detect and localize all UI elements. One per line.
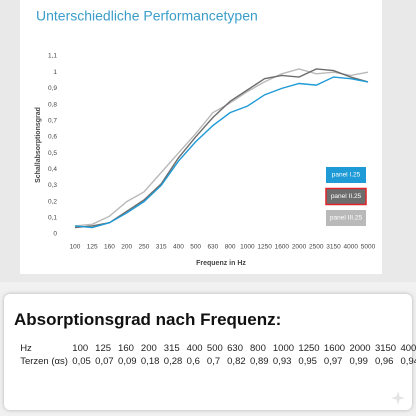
- x-tick-label: 160: [104, 244, 115, 251]
- table-cell: 0,6: [186, 356, 200, 367]
- table-cell: 1250: [298, 343, 320, 354]
- x-tick-label: 5000: [361, 244, 376, 251]
- series-line: [74, 68, 369, 229]
- x-tick-label: 2000: [292, 244, 307, 251]
- table-cell: 100: [72, 343, 89, 354]
- table-cell: 0,97: [323, 356, 343, 367]
- legend-label[interactable]: panel II.25: [331, 193, 362, 200]
- y-tick-label: 1,1: [48, 53, 57, 60]
- x-tick-label: 500: [190, 244, 201, 251]
- x-tick-label: 100: [70, 244, 81, 251]
- table-cell: 1000: [272, 343, 295, 354]
- x-tick-label: 1600: [275, 244, 290, 251]
- table-title: Absorptionsgrad nach Frequenz:: [14, 310, 282, 329]
- table-cell: 0,28: [163, 356, 183, 367]
- table-cell: 630: [227, 343, 243, 354]
- y-tick-label: 0,6: [48, 134, 57, 141]
- table-cell: Terzen (αs): [20, 356, 68, 367]
- table-cell: 0,07: [95, 356, 114, 367]
- sparkle-icon: [391, 391, 405, 405]
- table-cell: 0,96: [374, 356, 394, 367]
- legend-swatch[interactable]: [326, 210, 366, 226]
- table-cell: 800: [250, 343, 266, 354]
- table-cell: 2000: [349, 343, 371, 354]
- x-tick-label: 3150: [326, 244, 341, 251]
- legend-label[interactable]: panel I.25: [332, 172, 361, 179]
- x-tick-label: 2500: [309, 244, 324, 251]
- series-line: [74, 76, 369, 229]
- table-cell: 0,95: [298, 356, 317, 367]
- table-cell: 0,89: [250, 356, 269, 367]
- x-tick-label: 250: [139, 244, 150, 251]
- x-tick-label: 1250: [257, 244, 272, 251]
- table-cell: 0,93: [272, 356, 292, 367]
- table-row: Terzen (αs) 0,05 0,07 0,09 0,18 0,28 0,6 0,7 0,8…: [18, 355, 416, 368]
- x-tick-label: 630: [207, 244, 218, 251]
- y-tick-label: 0,1: [48, 215, 57, 222]
- table-cell: 1600: [323, 343, 346, 354]
- y-tick-label: 0,5: [48, 150, 57, 157]
- table-cell: 160: [118, 343, 134, 354]
- y-tick-label: 0,3: [48, 182, 57, 189]
- x-tick-label: 1000: [240, 244, 255, 251]
- y-tick-label: 0,4: [48, 166, 57, 173]
- x-tick-label: 400: [173, 244, 184, 251]
- y-tick-label: 0,8: [48, 101, 57, 108]
- y-tick-label: 0,2: [48, 198, 57, 205]
- table-cell: 500: [206, 343, 223, 354]
- x-tick-label: 800: [225, 244, 236, 251]
- table-cell: 125: [95, 343, 112, 354]
- series-line: [74, 68, 369, 227]
- x-tick-label: 315: [156, 244, 167, 251]
- table-row: Hz 100 125 160 200 315 400 500 630 800 1000 1250 160…: [18, 342, 416, 355]
- table-card: Absorptionsgrad nach Frequenz: Hz 100 125 1…: [4, 294, 416, 410]
- y-axis-label: Schallabsorptionsgrad: [35, 107, 42, 183]
- table: Hz 100 125 160 200 315 400 500 630 800 1000 1250 160…: [18, 342, 416, 368]
- x-tick-label: 4000: [344, 244, 359, 251]
- table-cell: 0,09: [118, 356, 137, 367]
- y-tick-label: 0: [53, 231, 57, 238]
- chart-area: Unterschiedliche Performancetypen Schall…: [20, 0, 382, 274]
- y-tick-label: 0,7: [48, 117, 57, 124]
- y-tick-label: 1: [53, 69, 57, 76]
- chart-title: Unterschiedliche Performancetypen: [36, 8, 258, 24]
- table-cell: 0,18: [140, 356, 160, 367]
- chart: Unterschiedliche Performancetypen Schall…: [20, 0, 382, 274]
- table-cell: Hz: [20, 343, 32, 354]
- y-tick-label: 0,9: [48, 85, 57, 92]
- table-cell: 0,99: [349, 356, 368, 367]
- x-axis-label: Frequenz in Hz: [196, 260, 246, 267]
- x-tick-label: 200: [121, 244, 132, 251]
- table-cell: 0,94: [400, 356, 416, 367]
- legend-label[interactable]: panel III.25: [330, 215, 363, 222]
- table-cell: 0,05: [72, 356, 91, 367]
- table-cell: 315: [163, 343, 180, 354]
- table-cell: 4000: [400, 343, 416, 354]
- x-tick-label: 125: [87, 244, 98, 251]
- table-cell: 0,7: [206, 356, 221, 367]
- table-cell: 400: [186, 343, 203, 354]
- table-cell: 200: [140, 343, 157, 354]
- legend-swatch[interactable]: [326, 167, 366, 183]
- legend-swatch[interactable]: [325, 187, 367, 206]
- table-cell: 0,82: [227, 356, 246, 367]
- table-cell: 3150: [374, 343, 397, 354]
